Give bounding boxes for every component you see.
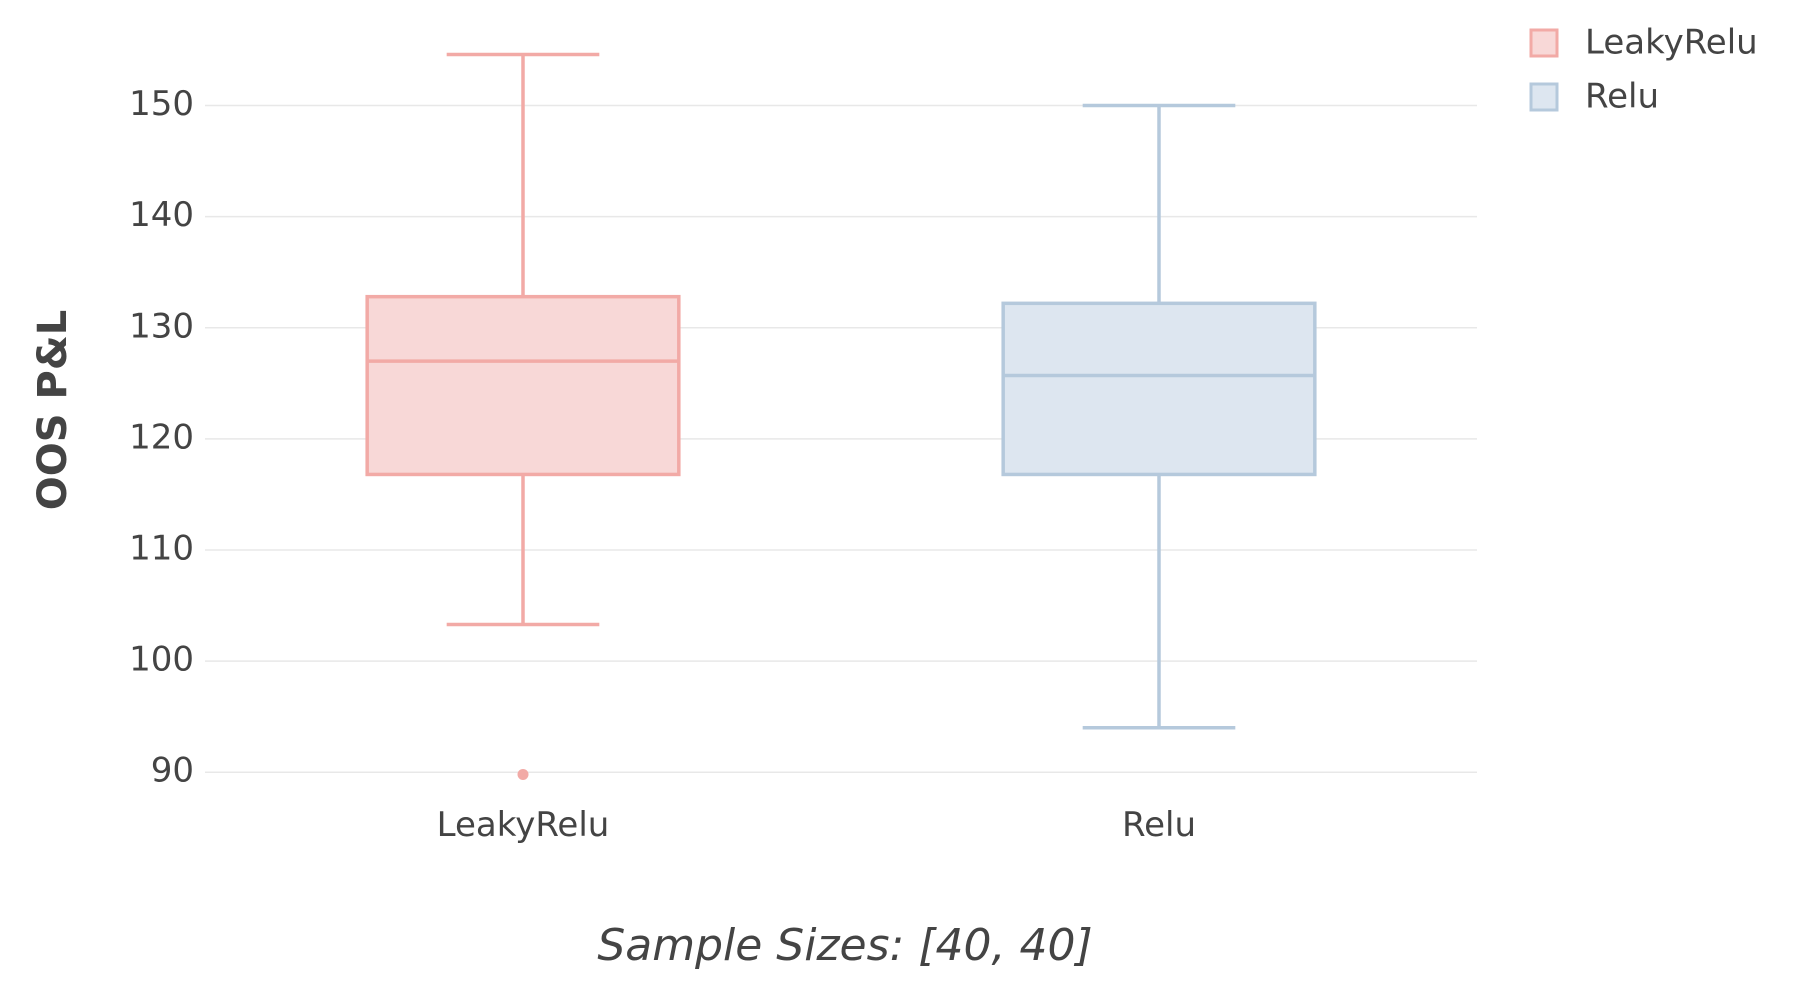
x-tick-label-relu: Relu: [1122, 805, 1196, 845]
legend: LeakyRelu Relu: [1529, 23, 1758, 117]
legend-label: LeakyRelu: [1585, 23, 1758, 63]
legend-swatch: [1529, 28, 1559, 58]
legend-label: Relu: [1585, 77, 1659, 117]
box-leakyrelu: [365, 52, 681, 780]
x-tick-label-leakyrelu: LeakyRelu: [437, 805, 610, 845]
box-relu: [1001, 103, 1317, 730]
outlier-point: [517, 768, 529, 780]
legend-item-relu: Relu: [1529, 77, 1659, 117]
iqr-box: [1001, 301, 1317, 477]
x-axis-label: Sample Sizes: [40, 40]: [597, 920, 1092, 971]
legend-item-leakyrelu: LeakyRelu: [1529, 23, 1758, 63]
y-tick-label-120: 120: [129, 417, 194, 457]
y-tick-label-150: 150: [129, 84, 194, 124]
y-tick-label-100: 100: [129, 640, 194, 680]
y-tick-label-110: 110: [129, 529, 194, 569]
iqr-box: [365, 294, 681, 477]
y-tick-label-130: 130: [129, 306, 194, 346]
legend-swatch: [1529, 82, 1559, 112]
x-axis-categories: LeakyRelu Relu: [437, 805, 1196, 845]
y-axis-ticks: 90 100 110 120 130 140 150: [129, 84, 194, 791]
y-tick-label-140: 140: [129, 195, 194, 235]
y-axis-label: OOS P&L: [30, 310, 76, 510]
y-tick-label-90: 90: [151, 751, 194, 791]
box-series: [365, 52, 1317, 780]
